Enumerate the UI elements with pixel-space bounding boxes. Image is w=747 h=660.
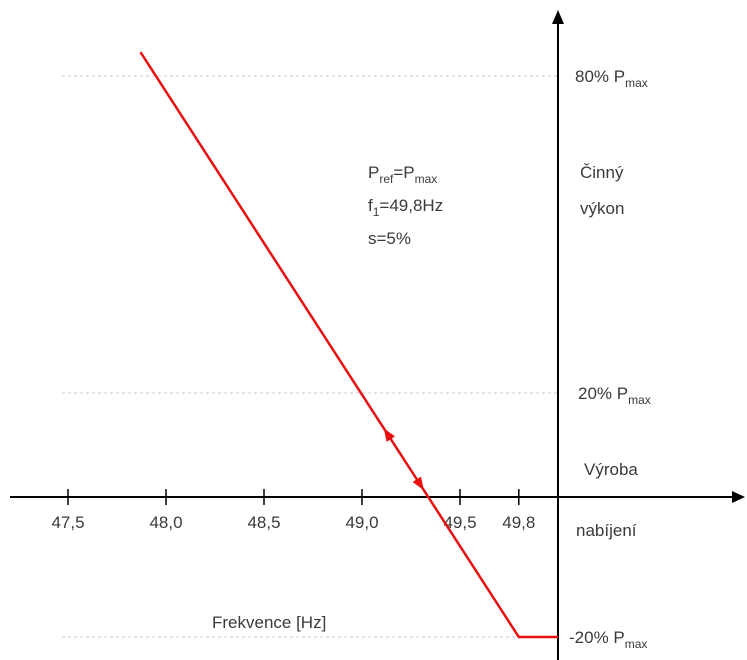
x-tick-label: 49,8 (502, 513, 535, 532)
direction-arrow-up (383, 428, 396, 442)
y-tick-label-main: 20% P (578, 384, 628, 403)
parameter-text-part: f (368, 196, 373, 215)
parameter-text: f1=49,8Hz (368, 196, 443, 219)
parameter-text-part: =49,8Hz (379, 196, 443, 215)
parameter-text-part: P (368, 163, 379, 182)
x-tick-label: 47,5 (51, 513, 84, 532)
y-tick-label-sub: max (625, 637, 648, 651)
parameter-text-part: =P (393, 163, 414, 182)
series-line (139, 51, 558, 639)
parameter-text-part: max (415, 172, 438, 186)
y-axis-title: Činný (580, 163, 624, 182)
charging-label: nabíjení (576, 521, 637, 540)
parameter-text: Pref=Pmax (368, 163, 437, 186)
x-axis-arrow (732, 491, 745, 503)
parameter-text: s=5% (368, 229, 411, 248)
y-tick-label: 80% Pmax (575, 67, 648, 90)
y-tick-label-main: 80% P (575, 67, 625, 86)
y-axis-title: výkon (580, 199, 624, 218)
y-tick-label: 20% Pmax (578, 384, 651, 407)
parameter-text-part: 1 (373, 205, 380, 219)
x-tick-label: 49,5 (443, 513, 476, 532)
parameter-text-part: s=5% (368, 229, 411, 248)
direction-arrow-down (412, 476, 424, 491)
y-tick-label-sub: max (628, 393, 651, 407)
x-axis-title: Frekvence [Hz] (212, 613, 326, 632)
x-tick-label: 49,0 (345, 513, 378, 532)
y-tick-label-main: -20% P (569, 628, 625, 647)
y-tick-label: -20% Pmax (569, 628, 647, 651)
x-tick-label: 48,5 (247, 513, 280, 532)
production-label: Výroba (584, 460, 638, 479)
y-tick-label-sub: max (625, 76, 648, 90)
y-axis-arrow (552, 10, 564, 24)
parameter-text-part: ref (379, 172, 394, 186)
x-tick-label: 48,0 (149, 513, 182, 532)
